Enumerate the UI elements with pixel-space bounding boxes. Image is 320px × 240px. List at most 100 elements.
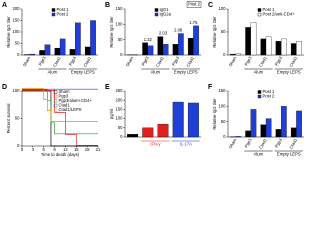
group-label: Alum [254,70,264,75]
bar [75,22,81,56]
y-tick-label: 150 [116,6,124,11]
ratio-label: 1.75 [189,20,198,25]
x-tick-label: Ctad1 [52,55,62,68]
x-tick-label: Ctad1 [155,55,165,68]
bar [296,110,302,138]
bar [265,118,272,138]
bar [84,46,91,56]
legend-swatch [53,90,58,94]
y-axis-label: pg/ml [109,109,114,119]
legend-swatch [154,12,159,17]
y-tick-label: 50 [118,37,123,42]
x-tick-label: 21 [96,147,101,152]
bar [157,123,169,138]
y-tick-label: 50 [15,41,20,46]
x-tick-label: Pgp3 [274,55,284,67]
note: Post 2 [188,2,201,7]
x-tick-label: Ctad1 [288,137,298,150]
y-tick-label: 50 [221,119,226,124]
group-label: Empty LEPS [71,70,95,75]
x-tick-label: Pgp3 [243,137,253,149]
y-tick-label: 50 [15,116,20,121]
x-tick-label: 0 [21,147,24,152]
legend-label: Pgp3/alum+CD4+ [59,98,93,103]
y-tick-label: 100 [116,116,124,121]
bar [245,27,251,56]
bar [54,47,61,56]
y-axis-label: Relative IgG titer [109,16,114,48]
x-tick-label: 18 [85,147,90,152]
bar [59,38,66,56]
x-tick-label: 3 [32,147,35,152]
x-tick-label: 15 [74,147,79,152]
y-axis-label: Relative IgG titer [212,16,217,48]
bar [296,41,302,56]
x-tick-label: Ctad1 [258,137,268,150]
bar [245,130,251,138]
legend-label: Ctad1/LEPS [59,107,82,112]
bar [290,43,297,56]
y-tick-label: 250 [116,88,124,93]
ratio-label: 2.03 [159,31,168,36]
legend-label: Post 2 [57,12,70,17]
bar [260,124,267,138]
legend-label: IgG1 [160,7,170,12]
x-tick-label: 12 [63,147,68,152]
y-tick-label: 0 [17,52,20,57]
x-tick-label: Ctad1 [82,55,92,68]
legend-label: IgG2a [160,12,172,17]
panel-label: C [208,2,213,9]
bar [250,22,257,56]
bar [281,38,287,56]
legend-swatch [257,94,262,99]
bar [187,102,199,138]
survival-line [22,90,98,147]
y-tick-label: 100 [116,21,124,26]
bar [275,41,282,56]
bar [281,106,287,138]
x-tick-label: 9 [53,147,56,152]
x-tick-label: Pgp3 [171,55,181,67]
legend-label: Ctad1 [59,103,71,108]
bar [235,136,242,138]
group-label: Empty LEPS [277,152,301,157]
bar [147,45,154,56]
panel-label: D [2,84,7,91]
bar [265,36,272,56]
y-tick-label: 0 [223,134,226,139]
y-axis-label: Relative IgG titer [6,16,11,48]
y-axis-label: Relative IgG titer [212,98,217,130]
y-tick-label: 100 [219,103,227,108]
bar [187,37,194,56]
legend-label: Pgp3 [59,94,69,99]
y-tick-label: 0 [223,52,226,57]
bar [162,44,169,56]
y-tick-label: 100 [13,29,21,34]
bar [178,33,184,56]
x-axis-label: Time to death (days) [41,152,80,157]
panel-label: F [208,84,213,91]
legend-label: Post 1 [263,89,276,94]
bar [69,49,76,56]
legend-swatch [53,108,58,112]
legend-swatch [257,90,262,94]
y-tick-label: 0 [17,143,20,148]
y-tick-label: 100 [13,88,21,93]
bar [44,44,51,56]
x-tick-label: Sham [228,137,238,149]
legend-swatch [53,99,58,103]
x-tick-label: Ctad1 [288,55,298,68]
legend-swatch [51,12,56,17]
bar [39,50,45,56]
legend-swatch [51,8,56,12]
legend-swatch [154,8,159,12]
bar [260,38,267,56]
x-tick-label: Pgp3 [274,137,284,149]
bar [172,44,179,56]
legend-swatch [53,103,58,108]
y-tick-label: 200 [13,6,21,11]
y-tick-label: 100 [219,6,227,11]
y-tick-label: 0 [120,134,123,139]
panel-label: B [105,2,110,9]
